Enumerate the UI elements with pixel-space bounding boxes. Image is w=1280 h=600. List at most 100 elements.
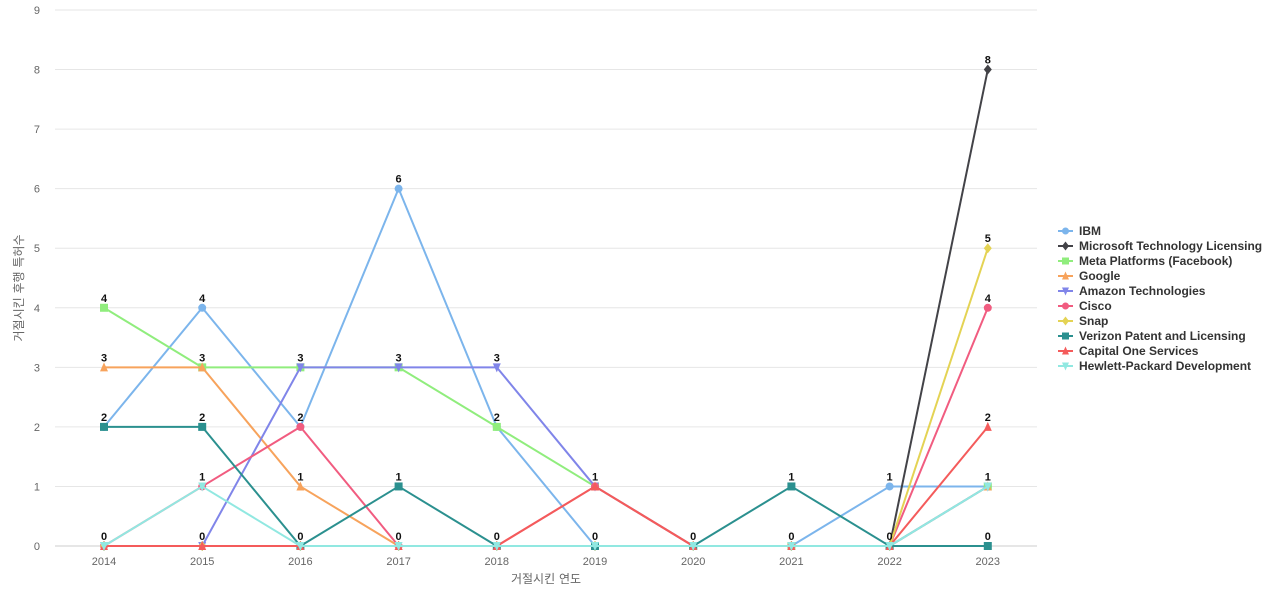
data-point: [787, 482, 796, 491]
data-label: 3: [199, 352, 205, 364]
data-point: [1062, 241, 1069, 251]
data-label: 0: [592, 531, 598, 543]
data-point: [296, 542, 305, 551]
data-point: [983, 243, 992, 254]
data-point: [198, 362, 207, 372]
y-tick-label: 2: [34, 422, 40, 434]
legend-item: Snap: [1058, 314, 1108, 328]
x-tick-label: 2016: [288, 556, 312, 568]
data-point: [100, 542, 108, 551]
data-point: [1062, 227, 1069, 235]
data-label: 0: [494, 531, 500, 543]
data-label: 1: [396, 471, 402, 483]
data-label: 0: [985, 531, 991, 543]
data-point: [100, 422, 108, 431]
x-tick-label: 2022: [877, 556, 901, 568]
series-hewlett-packard-development: [100, 482, 992, 551]
x-tick-label: 2014: [92, 556, 116, 568]
data-point: [591, 542, 599, 551]
x-axis-title: 거절시킨 연도: [511, 572, 581, 586]
data-label: 1: [887, 471, 893, 483]
data-label: 3: [396, 352, 402, 364]
grid-lines: [55, 9, 1037, 547]
data-point: [198, 482, 207, 492]
data-label: 0: [101, 531, 107, 543]
x-tick-label: 2020: [681, 556, 705, 568]
legend-label: Hewlett-Packard Development: [1079, 359, 1251, 373]
data-point: [296, 481, 305, 491]
data-label: 4: [985, 293, 992, 305]
legend-label: Google: [1079, 269, 1121, 283]
data-point: [394, 184, 403, 193]
y-tick-label: 5: [34, 243, 40, 255]
y-tick-label: 4: [34, 303, 40, 315]
data-point: [983, 64, 992, 75]
data-label: 6: [396, 174, 402, 186]
data-point: [689, 542, 698, 551]
legend-item: Cisco: [1058, 299, 1112, 313]
data-label: 1: [592, 471, 598, 483]
series-line: [104, 247, 989, 547]
legend-item: Microsoft Technology Licensing: [1058, 239, 1262, 253]
x-axis-ticks: 2014 2015 2016 2017 2018 2019 2020 2021 2022 2023: [92, 556, 1000, 568]
legend-label: Snap: [1079, 314, 1108, 328]
data-label: 1: [788, 471, 794, 483]
data-point: [1062, 332, 1069, 340]
data-label: 8: [985, 55, 991, 67]
series-group: [100, 64, 992, 551]
data-point: [1062, 257, 1069, 265]
x-tick-label: 2019: [583, 556, 607, 568]
y-tick-label: 1: [34, 481, 40, 493]
series-line: [103, 485, 989, 547]
data-label: 5: [985, 233, 991, 245]
data-label: 0: [887, 531, 893, 543]
x-tick-label: 2015: [190, 556, 214, 568]
data-point: [198, 303, 207, 312]
data-point: [394, 482, 403, 491]
data-point: [296, 422, 305, 431]
data-point: [394, 542, 403, 551]
legend-label: Meta Platforms (Facebook): [1079, 254, 1232, 268]
x-tick-label: 2017: [386, 556, 410, 568]
data-label: 2: [199, 412, 205, 424]
x-tick-label: 2018: [485, 556, 509, 568]
data-point: [983, 303, 992, 312]
y-axis-title: 거절시킨 후행 특허수: [11, 235, 26, 342]
data-point: [1062, 271, 1069, 280]
data-point: [100, 362, 108, 372]
data-point: [296, 363, 305, 373]
data-point: [394, 363, 403, 373]
legend-item: Capital One Services: [1058, 344, 1199, 358]
data-label: 2: [494, 412, 500, 424]
data-label: 0: [788, 531, 794, 543]
data-label: 0: [199, 531, 205, 543]
data-point: [1062, 362, 1069, 371]
y-tick-label: 0: [34, 541, 40, 553]
data-label: 2: [985, 412, 991, 424]
data-label: 3: [494, 352, 500, 364]
data-label: 1: [199, 471, 205, 483]
data-labels: 4 3 2 0 4 3 2 1 0 3 2 1 0 6 3 1 0 3 2 0 1 0 0 1 0 1 0 8 5 4 2 1 0: [101, 55, 992, 543]
data-point: [100, 303, 108, 312]
y-tick-label: 9: [34, 5, 40, 17]
legend-label: Cisco: [1079, 299, 1112, 313]
data-point: [198, 541, 207, 550]
y-tick-label: 3: [34, 362, 40, 374]
x-tick-label: 2023: [976, 556, 1000, 568]
y-tick-label: 7: [34, 124, 40, 136]
data-point: [492, 363, 501, 373]
data-label: 2: [297, 412, 303, 424]
legend-label: Microsoft Technology Licensing: [1079, 239, 1262, 253]
data-point: [1062, 302, 1069, 310]
legend-item: IBM: [1058, 224, 1101, 238]
data-point: [787, 542, 796, 551]
data-label: 0: [396, 531, 402, 543]
data-point: [492, 542, 501, 551]
data-point: [983, 542, 992, 550]
data-point: [885, 542, 894, 551]
data-point: [983, 482, 992, 492]
legend-label: Amazon Technologies: [1079, 284, 1206, 298]
data-label: 0: [297, 531, 303, 543]
